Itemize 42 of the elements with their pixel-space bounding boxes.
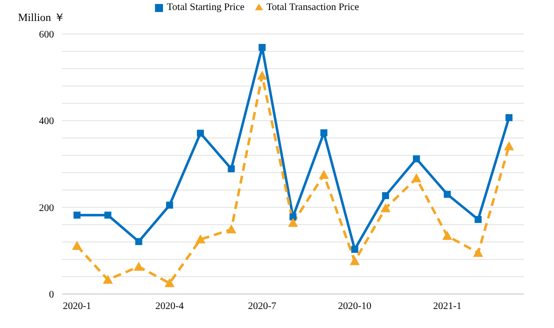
point <box>195 234 206 244</box>
y-tick-label: 200 <box>39 202 54 214</box>
y-tick-label: 600 <box>39 30 54 41</box>
point <box>351 246 358 253</box>
x-tick-label: 2020-10 <box>338 301 372 312</box>
point <box>226 224 236 234</box>
point <box>412 155 420 162</box>
y-tick-label: 400 <box>39 116 54 128</box>
point <box>257 70 268 80</box>
point <box>350 256 360 266</box>
point <box>104 212 112 219</box>
point <box>134 262 144 271</box>
point <box>506 114 512 122</box>
point <box>290 213 296 220</box>
x-tick-label: 2020-1 <box>62 301 92 312</box>
point <box>473 248 484 257</box>
point <box>474 216 482 223</box>
x-tick-label: 2020-4 <box>155 301 184 312</box>
point <box>102 274 113 284</box>
legend-label: Total Transaction Price <box>266 2 360 13</box>
point <box>380 203 391 212</box>
point <box>504 141 514 150</box>
point <box>411 173 422 182</box>
point <box>320 129 328 136</box>
point <box>318 170 329 179</box>
point <box>382 192 390 200</box>
y-tick-label: 0 <box>49 290 54 301</box>
point <box>135 238 142 246</box>
y-axis-title: Million ￥ <box>18 11 65 25</box>
point <box>288 218 298 227</box>
point <box>442 230 452 240</box>
x-tick-label: 2020-7 <box>248 301 276 312</box>
point <box>196 130 204 137</box>
point <box>258 44 266 51</box>
point <box>74 212 80 219</box>
point <box>72 240 82 250</box>
point <box>164 278 175 288</box>
point <box>166 202 174 209</box>
legend-label: Total Starting Price <box>166 2 244 13</box>
point <box>228 165 235 172</box>
x-tick-label: 2021-1 <box>433 301 462 312</box>
point <box>444 190 451 198</box>
